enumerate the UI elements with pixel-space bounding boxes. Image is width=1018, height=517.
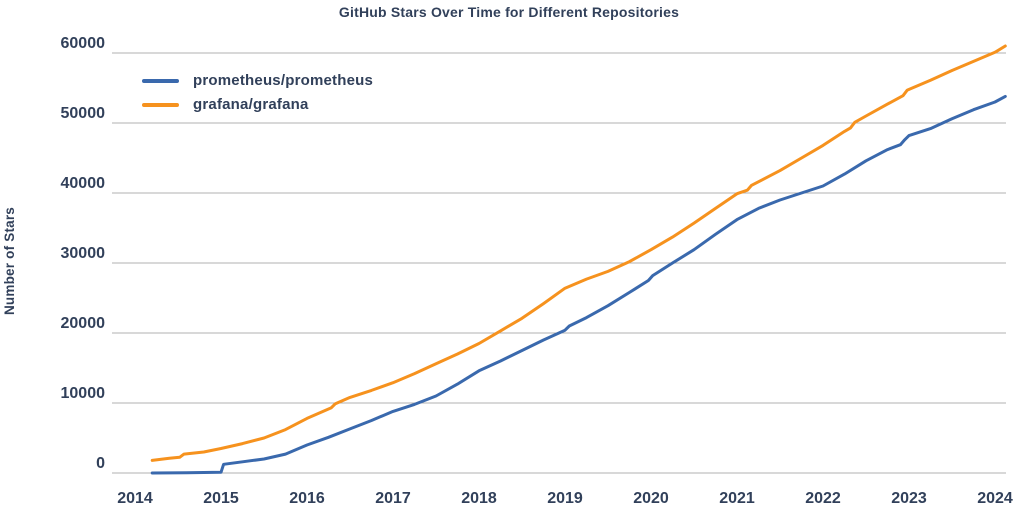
x-tick-label: 2015 xyxy=(203,490,239,507)
x-tick-label: 2016 xyxy=(289,490,325,507)
legend-line-swatch-grafana xyxy=(142,102,179,107)
y-tick-label: 40000 xyxy=(60,175,106,192)
x-tick-label: 2024 xyxy=(977,490,1013,507)
y-tick-label: 0 xyxy=(96,455,105,472)
x-tick-label: 2023 xyxy=(891,490,927,507)
y-tick-label: 60000 xyxy=(60,35,106,52)
legend-item-grafana: grafana/grafana xyxy=(142,96,373,113)
series-line-grafana xyxy=(150,44,1007,462)
x-tick-label: 2021 xyxy=(719,490,755,507)
chart-title: GitHub Stars Over Time for Different Rep… xyxy=(338,4,680,20)
x-tick-label: 2014 xyxy=(117,490,153,507)
x-tick-label: 2017 xyxy=(375,490,411,507)
legend: prometheus/prometheus grafana/grafana xyxy=(142,72,373,113)
legend-item-prometheus: prometheus/prometheus xyxy=(142,72,373,89)
x-tick-label: 2018 xyxy=(461,490,497,507)
legend-label-grafana: grafana/grafana xyxy=(193,96,309,113)
y-tick-label: 20000 xyxy=(60,315,106,332)
x-tick-label: 2020 xyxy=(633,490,669,507)
legend-label-prometheus: prometheus/prometheus xyxy=(193,72,374,89)
x-tick-label: 2022 xyxy=(805,490,841,507)
y-tick-label: 30000 xyxy=(60,245,106,262)
y-tick-label: 50000 xyxy=(60,105,106,122)
x-tick-label: 2019 xyxy=(547,490,583,507)
y-tick-label: 10000 xyxy=(60,385,106,402)
legend-line-swatch-prometheus xyxy=(142,78,179,83)
series-line-prometheus xyxy=(150,94,1007,475)
